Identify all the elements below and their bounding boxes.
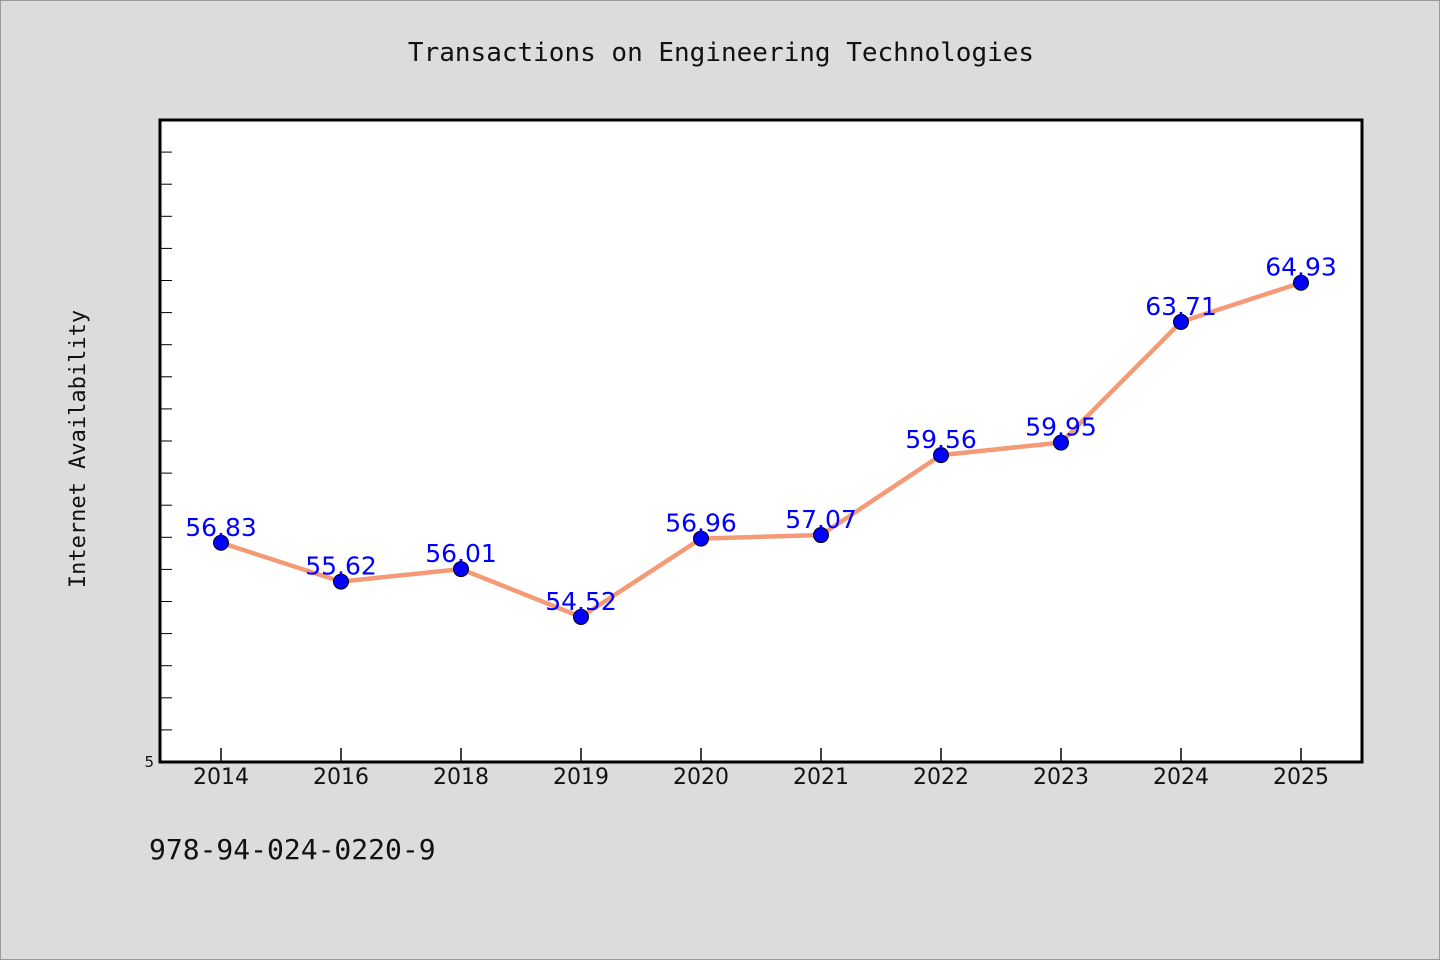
data-point [213, 534, 229, 551]
y-tick-label: 5 [144, 753, 154, 771]
data-point [933, 447, 949, 464]
data-labels: 56.83 55.62 56.01 54.52 56.96 57.07 59.56 59.95… [185, 253, 1337, 616]
data-label: 55.62 [305, 552, 377, 581]
y-axis-ticks: 5 [144, 119, 172, 771]
isbn-text: 978-94-024-0220-9 [149, 833, 436, 866]
x-tick-label: 2020 [673, 765, 729, 790]
data-point [1293, 274, 1309, 291]
series-line [218, 280, 1304, 620]
data-label: 56.83 [185, 513, 257, 542]
data-label: 59.95 [1025, 413, 1097, 442]
series-layer [213, 274, 1309, 625]
x-tick-label: 2025 [1273, 765, 1329, 790]
data-label: 59.56 [905, 425, 977, 454]
data-point [1053, 434, 1069, 451]
data-point [693, 530, 709, 547]
data-label: 56.01 [425, 539, 497, 568]
data-point [573, 608, 589, 625]
chart-title: Transactions on Engineering Technologies [408, 38, 1034, 68]
y-axis-label: Internet Availability [66, 310, 91, 588]
data-label: 54.52 [545, 587, 617, 616]
x-tick-label: 2019 [553, 765, 609, 790]
x-tick-label: 2021 [793, 765, 849, 790]
x-tick-label: 2022 [913, 765, 969, 790]
data-label: 57.07 [785, 505, 857, 534]
data-point [813, 527, 829, 544]
data-label: 56.96 [665, 509, 737, 538]
x-axis-ticks: 2014 2016 2018 2019 2020 2021 2022 2023 2024 2025 [193, 748, 1329, 790]
data-point [333, 573, 349, 590]
data-label: 63.71 [1145, 292, 1217, 321]
x-tick-label: 2016 [313, 765, 369, 790]
plot-area [158, 118, 1364, 764]
data-point [1173, 313, 1189, 330]
x-tick-label: 2023 [1033, 765, 1089, 790]
x-tick-label: 2014 [193, 765, 249, 790]
x-tick-label: 2018 [433, 765, 489, 790]
data-label: 64.93 [1265, 253, 1337, 282]
x-tick-label: 2024 [1153, 765, 1209, 790]
data-point [453, 561, 469, 578]
